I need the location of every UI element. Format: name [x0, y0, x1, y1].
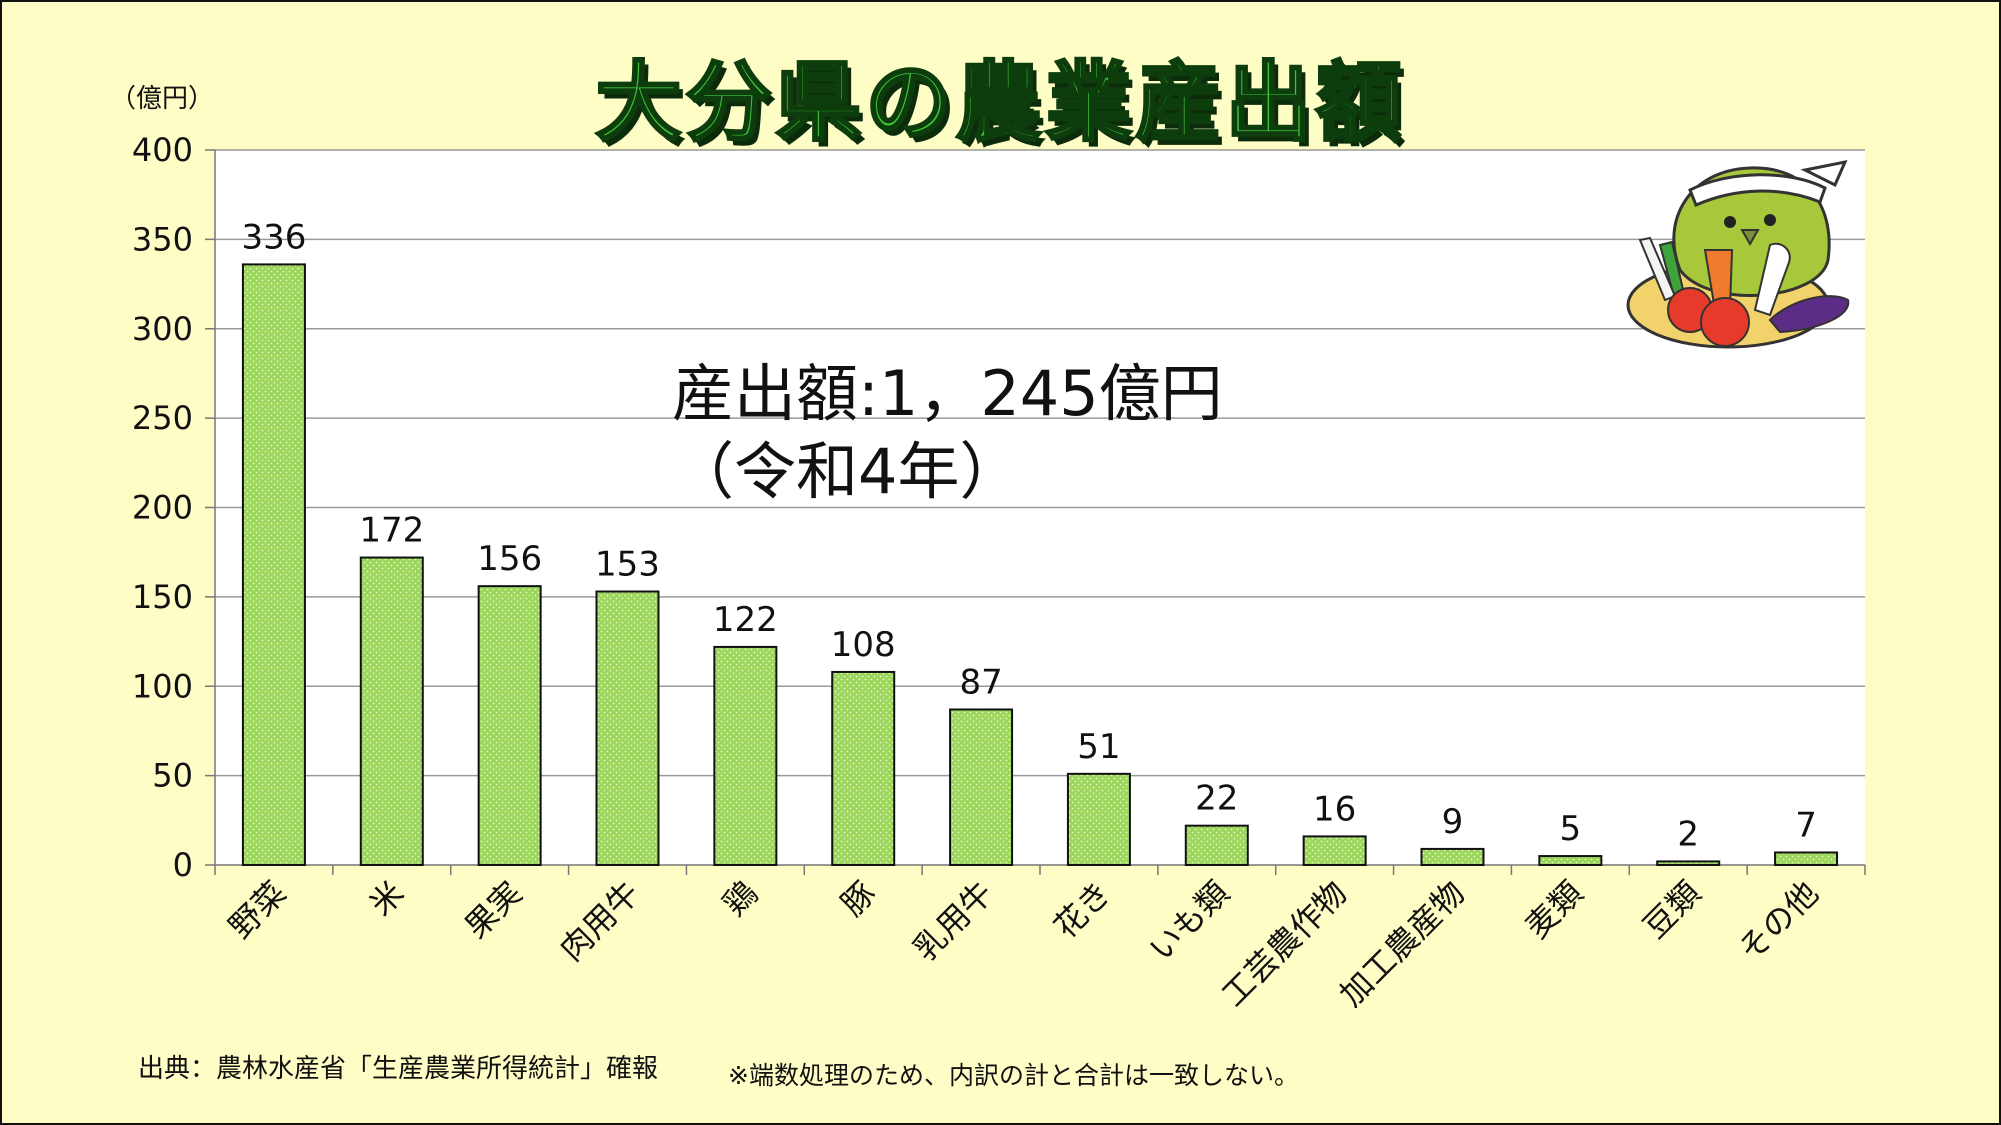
bar-果実 — [477, 585, 542, 867]
bar-米 — [359, 556, 424, 866]
y-tick-label: 300 — [132, 310, 193, 348]
x-category-label: 工芸農作物 — [1214, 874, 1354, 1014]
data-label: 153 — [595, 545, 660, 585]
total-output-annotation: 産出額:1，245億円 （令和4年） — [672, 355, 1223, 511]
data-label: 2 — [1677, 814, 1699, 854]
y-tick-label: 100 — [132, 667, 193, 705]
bar-加工農産物 — [1420, 847, 1485, 866]
bar-豆類 — [1656, 860, 1721, 866]
y-tick-label: 350 — [132, 220, 193, 258]
x-category-label: その他 — [1731, 874, 1826, 969]
bar-麦類 — [1538, 855, 1603, 866]
y-tick-label: 50 — [152, 757, 193, 795]
data-label: 7 — [1795, 805, 1817, 845]
bar-工芸農作物 — [1302, 835, 1367, 867]
data-label: 172 — [359, 511, 424, 551]
bar-肉用牛 — [595, 590, 660, 866]
data-label: 122 — [713, 600, 778, 640]
total-output-year: （令和4年） — [672, 435, 1022, 508]
bar-野菜 — [241, 263, 306, 866]
y-axis-unit-label: （億円） — [110, 84, 215, 114]
data-label: 16 — [1313, 789, 1356, 829]
x-category-label: 加工農産物 — [1332, 874, 1472, 1014]
data-label: 9 — [1442, 802, 1464, 842]
chart-title: 大分県の農業産出額 — [594, 52, 1406, 155]
data-label: 5 — [1560, 809, 1582, 849]
y-tick-label: 400 — [132, 131, 193, 169]
data-label: 87 — [959, 662, 1002, 702]
rounding-note: ※端数処理のため、内訳の計と合計は一致しない。 — [728, 1061, 1299, 1090]
bar-乳用牛 — [949, 708, 1014, 866]
bar-花き — [1066, 772, 1131, 867]
x-category-label: 鶏 — [716, 874, 766, 924]
bird-mascot-icon — [1626, 159, 1850, 349]
x-category-label: 豚 — [833, 874, 883, 924]
source-note: 出典：農林水産省「生産農業所得統計」確報 — [138, 1054, 659, 1084]
x-category-label: 野菜 — [221, 874, 293, 946]
x-category-label: 肉用牛 — [552, 874, 647, 969]
bar-鶏 — [713, 645, 778, 866]
x-category-label: いも類 — [1142, 874, 1237, 969]
x-category-label: 米 — [362, 874, 412, 924]
y-tick-label: 200 — [132, 489, 193, 527]
data-label: 156 — [477, 539, 542, 579]
x-category-label: 乳用牛 — [906, 874, 1001, 969]
data-label: 108 — [831, 625, 896, 665]
data-label: 51 — [1077, 727, 1120, 767]
x-category-label: 麦類 — [1518, 874, 1590, 946]
y-tick-label: 150 — [132, 578, 193, 616]
x-category-label: 花き — [1046, 874, 1118, 946]
data-label: 22 — [1195, 779, 1238, 819]
total-output-label: 産出額:1，245億円 — [672, 357, 1223, 430]
x-category-label: 果実 — [457, 874, 529, 946]
y-tick-label: 0 — [173, 846, 193, 884]
bar-豚 — [831, 670, 896, 867]
data-label: 336 — [241, 217, 306, 257]
bar-いも類 — [1184, 824, 1249, 866]
x-category-label: 豆類 — [1636, 874, 1708, 946]
y-tick-label: 250 — [132, 399, 193, 437]
bar-その他 — [1774, 851, 1839, 866]
